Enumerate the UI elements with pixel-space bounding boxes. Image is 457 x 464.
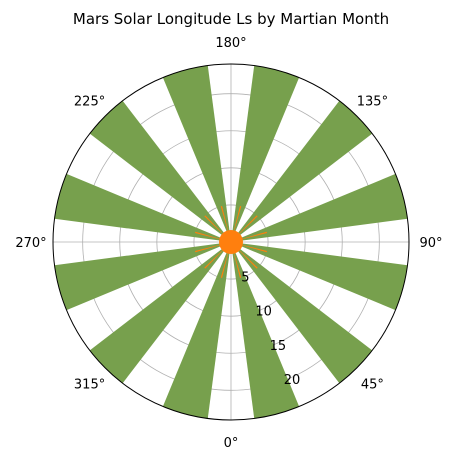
angle-tick-label-1: 0° — [224, 436, 239, 451]
bar-5 — [231, 100, 373, 242]
angle-tick-label-3: 90° — [419, 236, 442, 251]
bar-10 — [54, 242, 231, 311]
radial-tick-label-4: 20 — [284, 373, 301, 388]
radial-tick-label-1: 5 — [241, 270, 249, 285]
bar-3 — [231, 242, 408, 311]
angle-tick-label-6: 225° — [74, 95, 105, 110]
angle-tick-label-7: 270° — [15, 236, 46, 251]
angle-tick-label-5: 180° — [215, 36, 246, 51]
bar-9 — [54, 173, 231, 242]
angle-tick-label-2: 45° — [361, 377, 384, 392]
bar-series — [54, 65, 408, 419]
bar-4 — [231, 173, 408, 242]
bar-11 — [89, 242, 231, 384]
bar-6 — [231, 65, 300, 243]
bar-1 — [231, 242, 300, 419]
angle-tick-label-8: 315° — [74, 377, 105, 392]
tick-labels: 0° 45° 90° 135° 180° 225° 270° 315° 5 10 15 20 — [15, 36, 442, 451]
outer-frame — [52, 63, 410, 421]
chart-title: Mars Solar Longitude Ls by Martian Month — [73, 10, 389, 28]
center-marker-group — [219, 230, 243, 254]
angle-tick-label-4: 135° — [357, 95, 388, 110]
polar-frame — [52, 63, 410, 421]
bar-2 — [231, 242, 373, 384]
bar-8 — [89, 100, 231, 242]
bar-12 — [162, 242, 231, 419]
radial-tick-label-3: 15 — [270, 339, 287, 354]
radial-tick-label-2: 10 — [255, 305, 272, 320]
center-marker — [219, 230, 243, 254]
bar-7 — [162, 65, 231, 243]
